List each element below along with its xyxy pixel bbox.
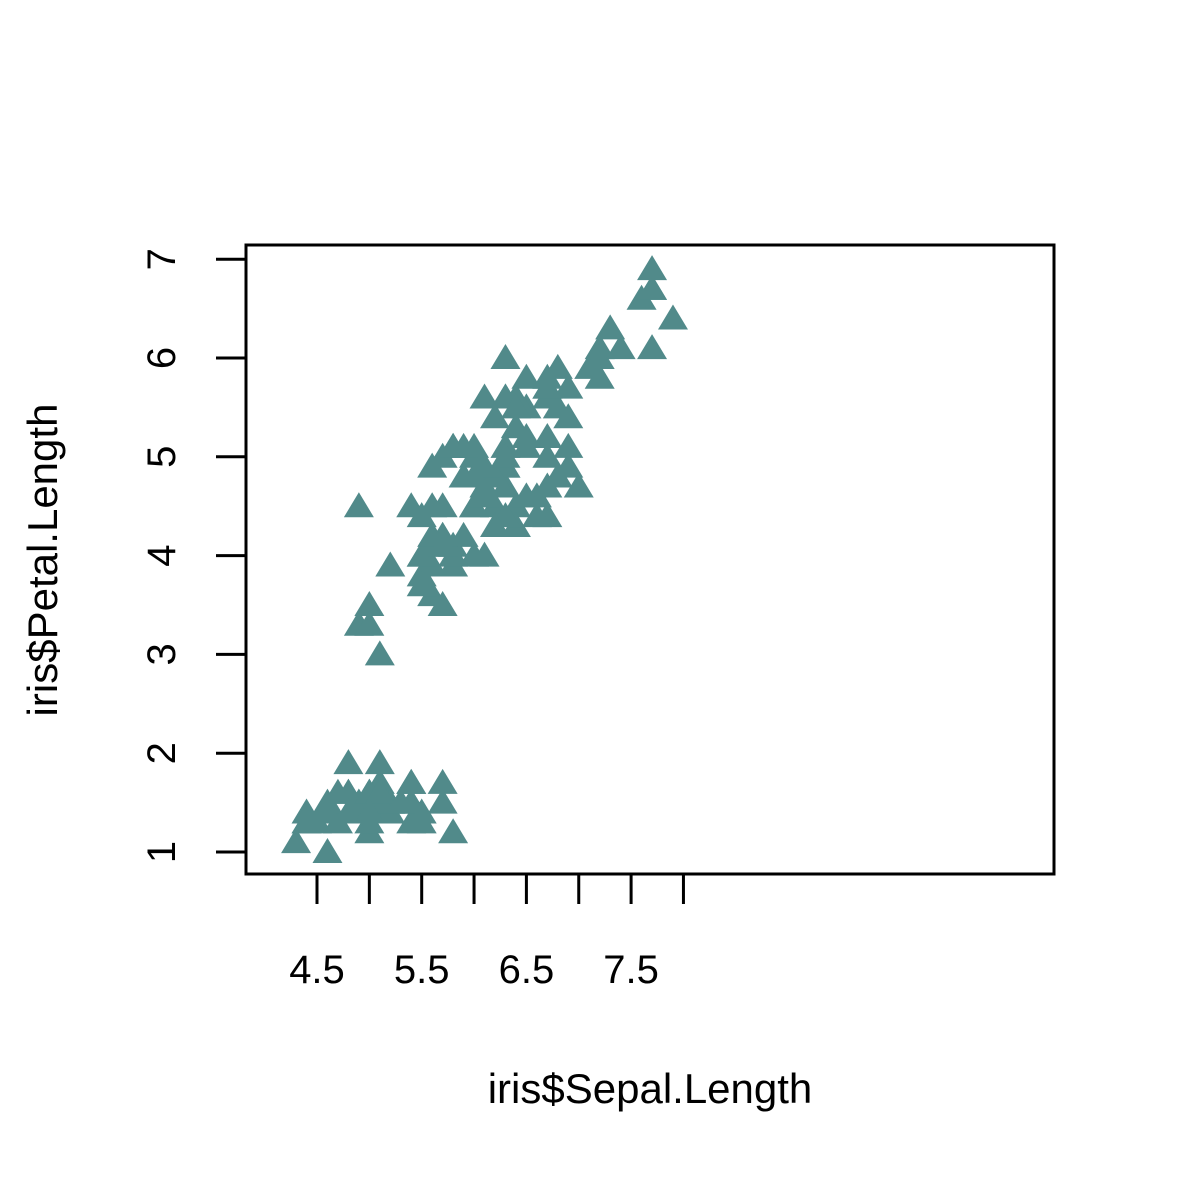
data-point	[553, 373, 584, 399]
data-point	[553, 432, 584, 458]
data-point	[406, 571, 437, 597]
data-points	[281, 255, 688, 863]
data-point	[469, 383, 500, 409]
y-tick-label: 1	[140, 841, 184, 863]
y-tick-label: 7	[140, 248, 184, 270]
data-point	[281, 828, 312, 854]
data-point	[354, 591, 385, 616]
data-point	[364, 749, 395, 775]
x-tick-label: 7.5	[603, 948, 659, 992]
data-point	[354, 798, 385, 824]
x-tick-label: 4.5	[289, 948, 345, 992]
data-point	[532, 423, 563, 449]
y-tick-label: 6	[140, 347, 184, 369]
data-point	[479, 511, 510, 537]
data-point	[637, 255, 668, 281]
data-point	[406, 502, 437, 528]
y-axis-title: iris$Petal.Length	[19, 404, 66, 717]
data-point	[333, 798, 364, 824]
data-point	[553, 403, 584, 429]
data-point	[354, 610, 385, 636]
data-point	[490, 344, 521, 369]
data-point	[427, 591, 458, 616]
data-point	[521, 502, 552, 528]
data-point	[584, 363, 615, 389]
data-point	[364, 778, 395, 804]
data-point	[532, 442, 563, 468]
data-point	[563, 472, 594, 498]
y-tick-label: 5	[140, 446, 184, 468]
data-point	[657, 304, 688, 330]
data-point	[511, 423, 542, 449]
data-point	[333, 749, 364, 775]
x-axis-title: iris$Sepal.Length	[488, 1065, 813, 1112]
data-point	[637, 334, 668, 360]
y-tick-label: 3	[140, 643, 184, 665]
data-point	[396, 768, 427, 794]
data-point	[479, 403, 510, 429]
data-point	[500, 393, 531, 419]
data-point	[448, 432, 479, 458]
data-point	[469, 541, 500, 567]
data-point	[427, 768, 458, 794]
data-point	[584, 344, 615, 369]
data-point	[490, 442, 521, 468]
data-point	[364, 640, 395, 666]
data-point	[385, 788, 416, 814]
y-axis: 1 2 3 4 5 6 7	[140, 248, 248, 863]
data-point	[312, 798, 343, 824]
data-point	[291, 808, 322, 834]
data-point	[469, 482, 500, 508]
x-tick-label: 5.5	[394, 948, 450, 992]
data-point	[427, 788, 458, 814]
data-point	[406, 541, 437, 567]
data-point	[459, 462, 490, 488]
data-point	[511, 363, 542, 389]
x-tick-label: 6.5	[499, 948, 555, 992]
data-point	[637, 274, 668, 300]
data-point	[605, 334, 636, 360]
data-point	[417, 452, 448, 478]
data-point	[532, 373, 563, 399]
x-axis: 4.5 5.5 6.5 7.5	[289, 872, 1046, 992]
data-point	[343, 492, 374, 518]
data-point	[406, 808, 437, 834]
data-point	[375, 551, 406, 577]
y-tick-label: 4	[140, 544, 184, 566]
data-point	[595, 314, 626, 340]
data-point	[542, 353, 573, 379]
data-point	[532, 472, 563, 498]
data-point	[312, 838, 343, 863]
data-point	[427, 531, 458, 557]
y-tick-label: 2	[140, 742, 184, 764]
data-point	[438, 818, 469, 844]
